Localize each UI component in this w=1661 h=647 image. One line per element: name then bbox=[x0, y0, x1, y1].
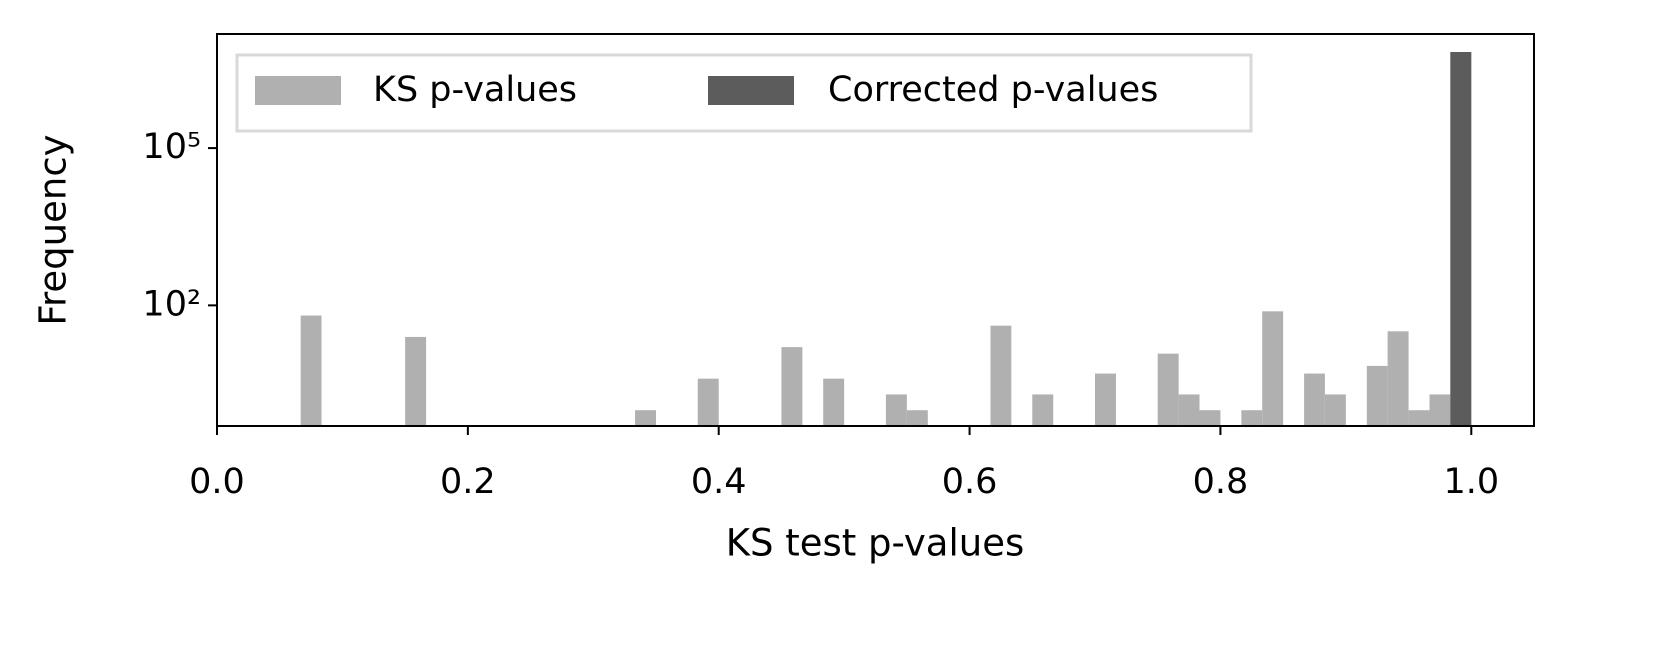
bar bbox=[300, 315, 322, 426]
bar bbox=[1324, 394, 1346, 426]
bar bbox=[1262, 311, 1284, 426]
bar bbox=[635, 410, 656, 426]
bar bbox=[990, 325, 1012, 426]
x-tick-label: 0.8 bbox=[1193, 462, 1249, 502]
x-tick-label: 0.0 bbox=[189, 462, 245, 502]
bar bbox=[906, 410, 928, 426]
bar bbox=[1429, 394, 1451, 426]
bar bbox=[1450, 52, 1472, 427]
x-tick-label: 0.2 bbox=[440, 462, 496, 502]
bar bbox=[885, 394, 907, 426]
bar bbox=[781, 347, 803, 426]
x-tick-label: 1.0 bbox=[1443, 462, 1499, 502]
bar bbox=[1408, 410, 1430, 426]
x-axis-label: KS test p-values bbox=[726, 522, 1025, 565]
legend-label: KS p-values bbox=[373, 70, 577, 110]
legend: KS p-values Corrected p-values bbox=[235, 53, 1253, 133]
y-tick-label: 10² bbox=[142, 284, 201, 324]
legend-swatch bbox=[708, 76, 794, 105]
bar bbox=[697, 378, 719, 426]
bar bbox=[823, 378, 845, 426]
bar bbox=[1032, 394, 1054, 426]
bar bbox=[1178, 394, 1200, 426]
y-tick-label: 10⁵ bbox=[142, 127, 201, 167]
bar bbox=[1366, 365, 1388, 426]
legend-label: Corrected p-values bbox=[828, 70, 1158, 110]
bar bbox=[1304, 373, 1325, 426]
bar bbox=[1241, 410, 1263, 426]
x-tick-label: 0.6 bbox=[942, 462, 998, 502]
bar bbox=[405, 336, 427, 426]
x-tick-label: 0.4 bbox=[691, 462, 747, 502]
bar bbox=[1199, 410, 1221, 426]
plot-frame bbox=[216, 33, 1535, 427]
bar bbox=[1387, 331, 1409, 426]
bar bbox=[1157, 353, 1179, 426]
bar bbox=[1095, 373, 1116, 426]
y-axis-label: Frequency bbox=[32, 134, 75, 325]
legend-swatch bbox=[255, 76, 341, 105]
